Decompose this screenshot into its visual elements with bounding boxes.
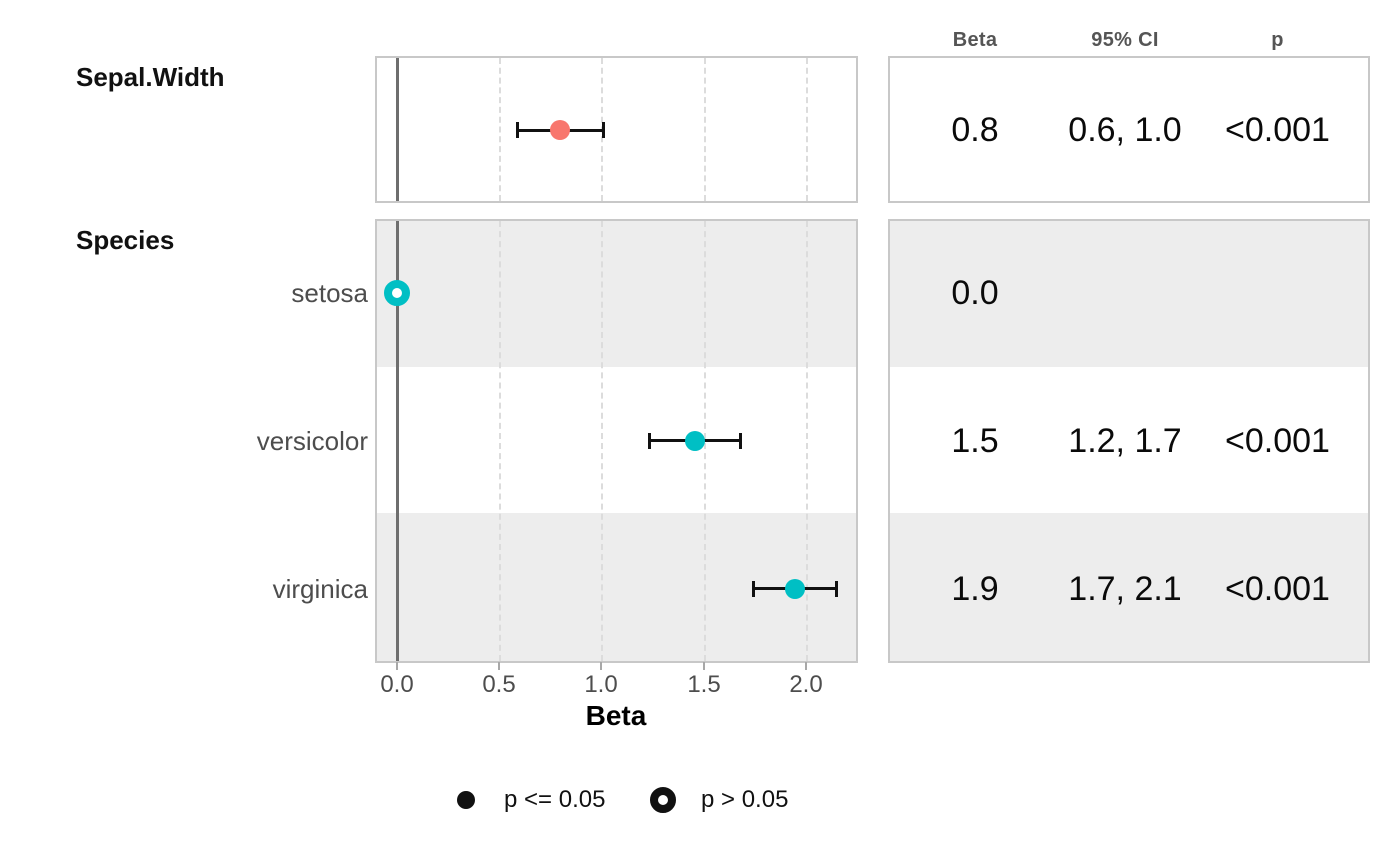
ci-cap-right-virginica — [835, 581, 838, 597]
x-tick-1-5 — [703, 662, 705, 670]
legend-open-circle-icon — [650, 787, 676, 813]
legend-label-significant: p <= 0.05 — [504, 786, 606, 813]
point-versicolor — [685, 431, 705, 451]
row-stripe-setosa — [377, 221, 856, 367]
gridline-1-0 — [601, 221, 603, 661]
x-axis-title: Beta — [585, 700, 647, 731]
legend-filled-circle-icon — [457, 791, 475, 809]
table-header-ci: 95% CI — [1091, 29, 1159, 51]
ci-cap-left-virginica — [752, 581, 755, 597]
plot-panel-species — [375, 219, 858, 663]
x-tick-label-1-5: 1.5 — [687, 671, 721, 698]
table-cell-p-sepal-width: <0.001 — [1225, 111, 1330, 149]
table-cell-beta-virginica: 1.9 — [951, 570, 999, 608]
table-cell-ci-versicolor: 1.2, 1.7 — [1068, 422, 1182, 460]
table-stripe-setosa — [890, 221, 1368, 367]
point-setosa-open-circle — [384, 280, 410, 306]
gridline-2-0 — [806, 221, 808, 661]
ci-cap-left-sepal-width — [516, 122, 519, 138]
ci-cap-left-versicolor — [648, 433, 651, 449]
legend-label-not-significant: p > 0.05 — [701, 786, 789, 813]
ci-cap-right-versicolor — [739, 433, 742, 449]
point-sepal-width — [550, 120, 570, 140]
group-label-sepal-width: Sepal.Width — [76, 62, 225, 92]
row-label-virginica: virginica — [272, 574, 368, 604]
gridline-2-0 — [806, 58, 808, 201]
x-tick-label-1-0: 1.0 — [584, 671, 618, 698]
table-panel-sepal-width — [888, 56, 1370, 203]
row-label-versicolor: versicolor — [256, 426, 368, 456]
table-cell-beta-versicolor: 1.5 — [951, 422, 999, 460]
x-tick-0-0 — [396, 662, 398, 670]
gridline-0-5 — [499, 221, 501, 661]
x-tick-2-0 — [805, 662, 807, 670]
x-tick-label-2-0: 2.0 — [789, 671, 823, 698]
table-cell-beta-setosa: 0.0 — [951, 274, 999, 312]
table-panel-species — [888, 219, 1370, 663]
plot-panel-sepal-width — [375, 56, 858, 203]
x-tick-label-0-5: 0.5 — [482, 671, 516, 698]
table-cell-beta-sepal-width: 0.8 — [951, 111, 999, 149]
table-header-beta: Beta — [952, 29, 998, 51]
table-cell-ci-sepal-width: 0.6, 1.0 — [1068, 111, 1182, 149]
ci-cap-right-sepal-width — [602, 122, 605, 138]
row-label-setosa: setosa — [291, 278, 368, 308]
table-cell-p-versicolor: <0.001 — [1225, 422, 1330, 460]
point-virginica — [785, 579, 805, 599]
table-stripe-virginica — [890, 513, 1368, 661]
zero-reference-line — [396, 58, 399, 201]
group-label-species: Species — [76, 225, 175, 255]
x-tick-1-0 — [600, 662, 602, 670]
gridline-1-5 — [704, 58, 706, 201]
table-header-p: p — [1271, 29, 1284, 51]
table-cell-p-virginica: <0.001 — [1225, 570, 1330, 608]
x-tick-0-5 — [498, 662, 500, 670]
gridline-0-5 — [499, 58, 501, 201]
x-tick-label-0-0: 0.0 — [380, 671, 414, 698]
table-cell-ci-virginica: 1.7, 2.1 — [1068, 570, 1182, 608]
zero-reference-line — [396, 221, 399, 661]
